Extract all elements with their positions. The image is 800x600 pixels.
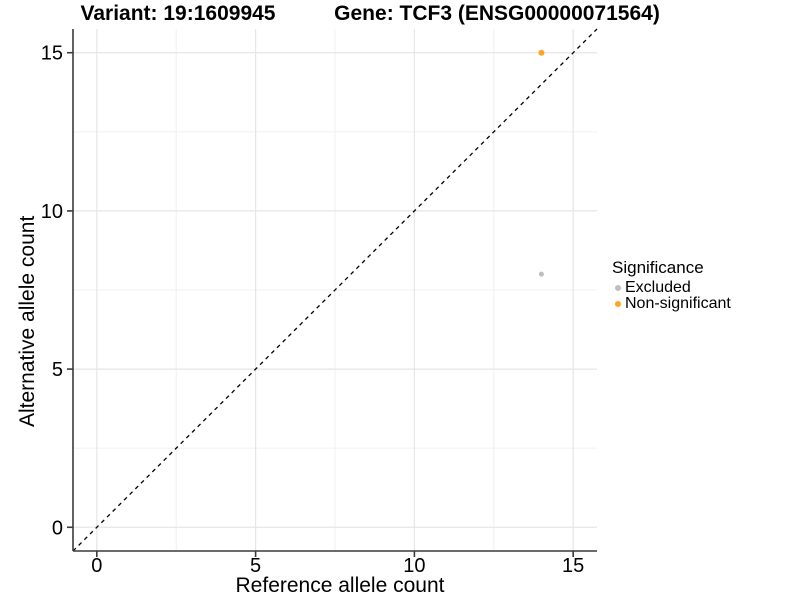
identity-line bbox=[72, 28, 598, 552]
x-axis-title: Reference allele count bbox=[235, 574, 445, 597]
y-tick-label: 0 bbox=[52, 517, 63, 539]
legend-dot-icon bbox=[615, 301, 621, 307]
y-tick-label: 10 bbox=[41, 201, 63, 223]
legend-item-label: Non-significant bbox=[625, 295, 731, 312]
x-tick-label: 5 bbox=[250, 555, 261, 577]
x-tick-label: 0 bbox=[91, 555, 102, 577]
gene-title: Gene: TCF3 (ENSG00000071564) bbox=[334, 2, 660, 25]
legend-item: Non-significant bbox=[612, 296, 731, 312]
legend-items: Excluded Non-significant bbox=[612, 280, 731, 312]
legend: Significance Excluded Non-significant bbox=[612, 259, 731, 312]
y-axis-title: Alternative allele count bbox=[16, 215, 39, 427]
x-tick-label: 15 bbox=[562, 555, 584, 577]
y-tick-label: 15 bbox=[41, 43, 63, 65]
data-point-excluded bbox=[538, 271, 544, 277]
x-tick-label: 10 bbox=[403, 555, 425, 577]
legend-title: Significance bbox=[612, 258, 704, 277]
variant-title: Variant: 19:1609945 bbox=[80, 2, 276, 25]
data-point-non-significant bbox=[538, 49, 545, 56]
y-tick-label: 5 bbox=[52, 359, 63, 381]
legend-item-label: Excluded bbox=[625, 279, 691, 296]
legend-item: Excluded bbox=[612, 280, 731, 296]
legend-dot-icon bbox=[615, 285, 621, 291]
